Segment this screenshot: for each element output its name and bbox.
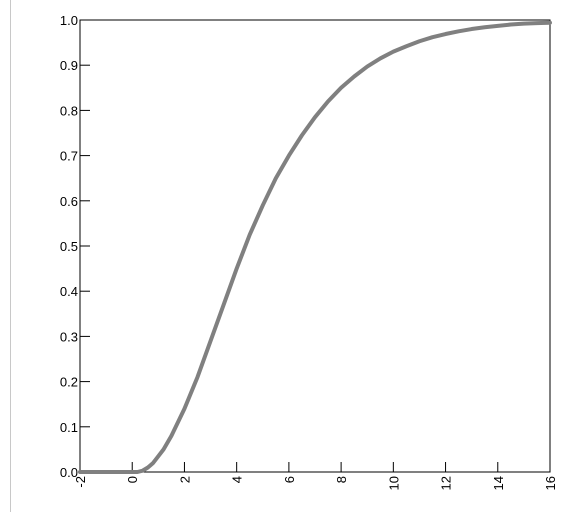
y-tick-label: 0.4: [60, 284, 78, 299]
x-tick-label: 16: [543, 476, 558, 490]
left-border-rule: [10, 0, 11, 512]
y-tick-label: 0.5: [60, 239, 78, 254]
y-tick-label: 0.8: [60, 103, 78, 118]
x-tick-label: -2: [73, 476, 88, 488]
series-line: [78, 20, 552, 474]
y-tick-label: 0.2: [60, 375, 78, 390]
x-tick-label: 4: [230, 476, 245, 483]
y-tick-label: 0.6: [60, 194, 78, 209]
x-tick-label: 14: [491, 476, 506, 490]
x-tick-label: 12: [439, 476, 454, 490]
series-layer: [78, 20, 552, 474]
x-tick-label: 10: [386, 476, 401, 490]
y-tick-label: 0.0: [60, 465, 78, 480]
y-tick-label: 1.0: [60, 13, 78, 28]
plot-border: [79, 19, 551, 473]
x-tick-label: 6: [282, 476, 297, 483]
x-tick-label: 8: [334, 476, 349, 483]
tick-labels-layer: 0.0 0.1 0.2 0.3 0.4 0.5 0.6 0.7 0.8 0.9 1.0 -2 0 2 4 6 8…: [60, 13, 558, 490]
x-tick-label: 2: [177, 476, 192, 483]
y-tick-label: 0.3: [60, 329, 78, 344]
y-tick-label: 0.9: [60, 58, 78, 73]
axes-layer: [79, 19, 551, 473]
y-tick-label: 0.7: [60, 149, 78, 164]
x-tick-label: 0: [125, 476, 140, 483]
y-tick-label: 0.1: [60, 420, 78, 435]
